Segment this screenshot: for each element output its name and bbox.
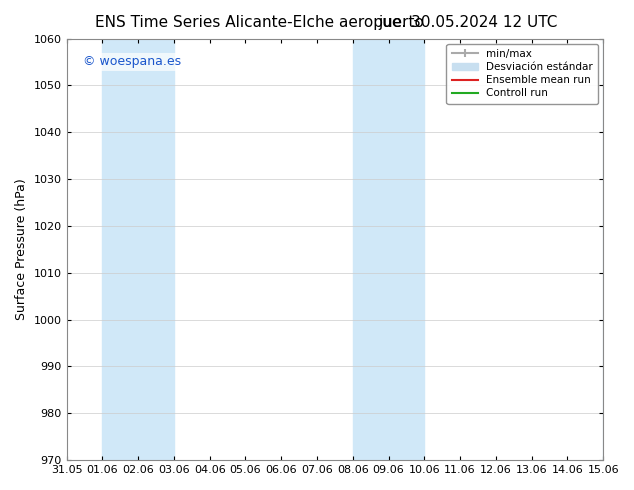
Legend: min/max, Desviación estándar, Ensemble mean run, Controll run: min/max, Desviación estándar, Ensemble m…: [446, 44, 598, 103]
Text: ENS Time Series Alicante-Elche aeropuerto: ENS Time Series Alicante-Elche aeropuert…: [95, 15, 424, 30]
Bar: [603, 39, 634, 460]
Text: jue. 30.05.2024 12 UTC: jue. 30.05.2024 12 UTC: [378, 15, 558, 30]
Text: © woespana.es: © woespana.es: [82, 55, 181, 69]
Bar: [102, 39, 174, 460]
Y-axis label: Surface Pressure (hPa): Surface Pressure (hPa): [15, 178, 28, 320]
Bar: [353, 39, 424, 460]
